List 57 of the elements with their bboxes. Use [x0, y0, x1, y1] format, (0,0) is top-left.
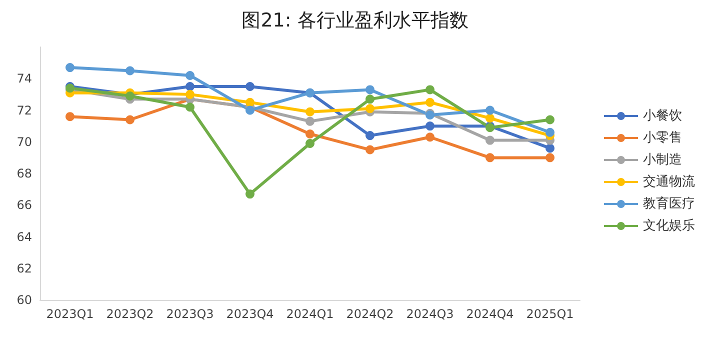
- legend-label: 文化娱乐: [643, 218, 695, 234]
- chart-title: 图21: 各行业盈利水平指数: [242, 10, 468, 32]
- legend-label: 教育医疗: [643, 196, 695, 212]
- point: [66, 112, 74, 122]
- y-tick-label: 66: [16, 198, 32, 212]
- point: [246, 190, 254, 199]
- y-tick-label: 70: [16, 134, 32, 149]
- point: [546, 144, 554, 153]
- x-tick-label: 2024Q3: [406, 307, 454, 321]
- point: [186, 82, 194, 92]
- legend-label: 小零售: [643, 130, 682, 146]
- y-tick-label: 64: [16, 230, 32, 244]
- point: [186, 102, 194, 112]
- point: [426, 98, 434, 107]
- point: [486, 136, 494, 145]
- point: [366, 131, 374, 140]
- point: [486, 106, 494, 115]
- point: [486, 114, 494, 123]
- point: [186, 70, 194, 80]
- point: [66, 63, 74, 72]
- y-tick-label: 62: [16, 261, 32, 276]
- point: [426, 122, 434, 131]
- point: [126, 66, 134, 76]
- point: [126, 115, 134, 124]
- point: [246, 106, 254, 115]
- y-tick-label: 72: [16, 103, 32, 118]
- point: [366, 94, 374, 104]
- point: [426, 85, 434, 94]
- point: [366, 145, 374, 154]
- legend-label: 小制造: [643, 152, 682, 168]
- x-tick-label: 2023Q1: [46, 307, 94, 321]
- point: [546, 115, 554, 124]
- x-tick-label: 2023Q2: [106, 307, 154, 321]
- x-tick-label: 2025Q1: [526, 307, 574, 321]
- point: [426, 132, 434, 142]
- y-tick-label: 60: [16, 293, 32, 307]
- x-tick-label: 2024Q2: [346, 307, 394, 321]
- point: [246, 82, 254, 92]
- point: [366, 85, 374, 94]
- legend-label: 交通物流: [643, 174, 695, 190]
- x-tick-label: 2023Q3: [166, 307, 214, 321]
- point: [246, 98, 254, 107]
- point: [306, 116, 314, 126]
- point: [366, 104, 374, 114]
- x-tick-label: 2024Q4: [466, 307, 514, 321]
- point: [306, 129, 314, 138]
- x-tick-label: 2024Q1: [286, 307, 334, 321]
- x-tick-label: 2023Q4: [226, 307, 274, 321]
- point: [306, 138, 314, 148]
- legend-label: 小餐饮: [643, 108, 682, 124]
- y-tick-label: 68: [16, 166, 32, 180]
- point: [546, 128, 554, 137]
- y-tick-label: 74: [16, 72, 32, 86]
- point: [306, 107, 314, 116]
- point: [486, 153, 494, 162]
- point: [546, 153, 554, 162]
- point: [186, 90, 194, 99]
